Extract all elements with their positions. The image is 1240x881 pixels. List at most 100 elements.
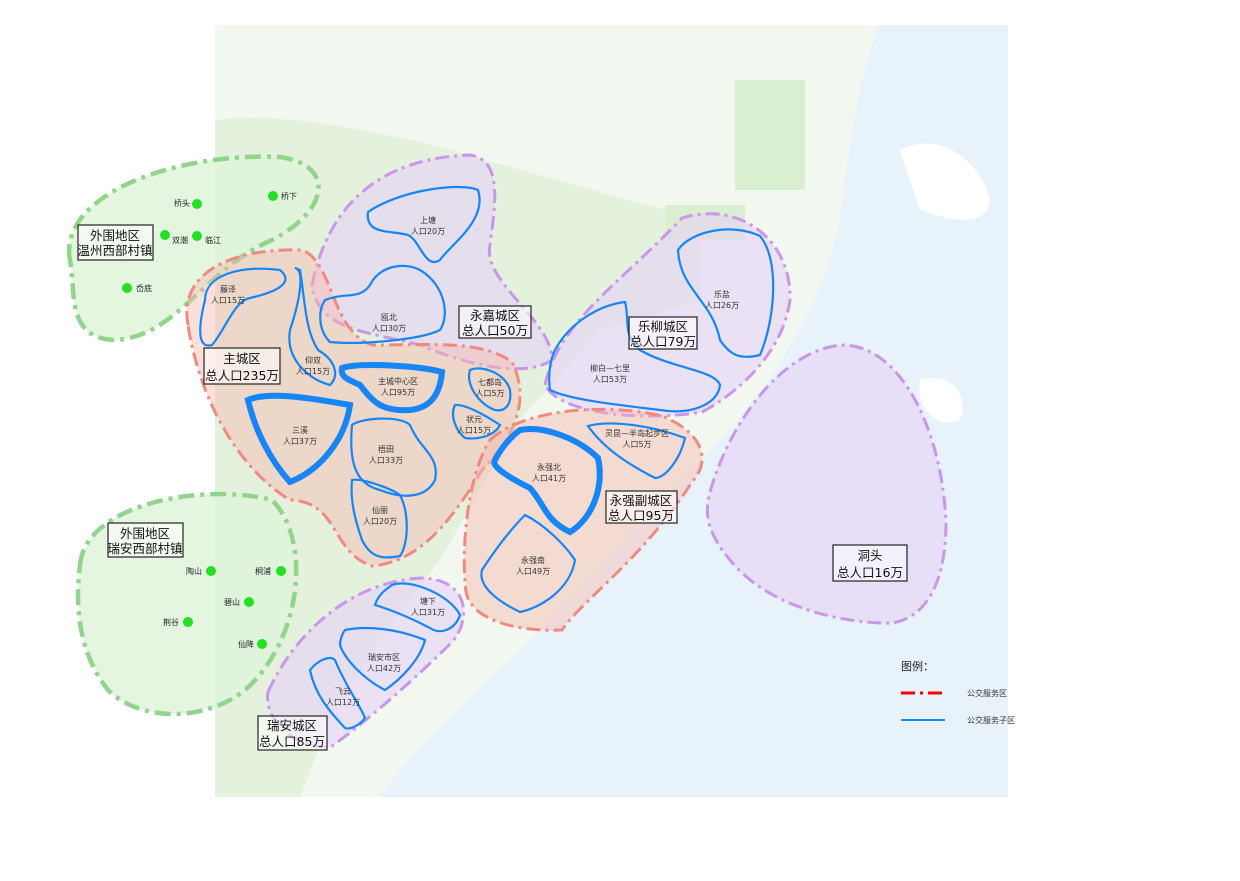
village-label: 桥下 <box>281 191 297 201</box>
village-label: 碧山 <box>224 597 240 607</box>
label-yangshuang: 仰双 <box>305 355 321 365</box>
pop-leyan: 人口26万 <box>705 301 739 310</box>
zone-total: 温州西部村镇 <box>77 243 152 258</box>
zone-label-wenzhou-west: 外围地区 温州西部村镇 <box>77 224 154 261</box>
pop-liubai: 人口53万 <box>593 375 627 384</box>
village-tongpu: 桐浦 <box>255 566 286 576</box>
village-label: 临江 <box>205 235 221 245</box>
pop-ruian-urban: 人口42万 <box>367 664 401 673</box>
subzone-tengze <box>199 267 287 347</box>
label-wutian: 梧田 <box>378 444 394 454</box>
zone-name: 洞头 <box>857 548 882 563</box>
label-tengze: 藤泽 <box>220 284 236 294</box>
label-sanxi: 三溪 <box>292 425 308 435</box>
zone-total: 瑞安西部村镇 <box>107 541 182 556</box>
label-leyan: 乐盐 <box>714 289 730 299</box>
pop-wutian: 人口33万 <box>369 456 403 465</box>
subzone-shangtang <box>366 185 481 264</box>
zone-leliu <box>543 212 792 418</box>
subzone-feiyun <box>308 656 367 730</box>
label-feiyun: 飞云 <box>335 687 351 696</box>
pop-xianli: 人口20万 <box>363 517 397 526</box>
subzone-qiduisland <box>467 367 512 412</box>
subzone-oubei <box>319 264 446 344</box>
village-label: 桐浦 <box>255 566 271 576</box>
label-lingkun: 灵昆—半岛起步区 <box>605 428 669 438</box>
subzone-lingkun <box>586 422 687 480</box>
subzone-yongqiang-north <box>491 426 603 536</box>
subzone-tangxia <box>373 582 462 633</box>
zone-total: 总人口85万 <box>259 734 325 749</box>
pop-main-center: 人口95万 <box>381 388 415 397</box>
zone-name: 永强副城区 <box>610 493 673 508</box>
subzone-zhuangyuan <box>451 403 502 440</box>
village-bishan: 碧山 <box>224 597 254 607</box>
zone-name: 永嘉城区 <box>470 308 520 323</box>
village-taoshan: 陶山 <box>186 566 216 576</box>
zone-total: 总人口235万 <box>205 368 279 383</box>
zone-total: 总人口50万 <box>462 323 528 338</box>
zone-total: 总人口16万 <box>837 565 903 580</box>
zone-label-yongjia: 永嘉城区 总人口50万 <box>458 305 532 339</box>
label-shangtang: 上塘 <box>420 215 436 225</box>
zone-name: 主城区 <box>223 351 261 366</box>
legend: 图例： 公交服务区 公交服务子区 <box>901 659 1015 725</box>
label-oubei: 瓯北 <box>381 313 397 322</box>
zone-name: 外围地区 <box>90 228 140 243</box>
subzone-main-center <box>338 362 446 414</box>
legend-title: 图例： <box>901 659 934 673</box>
pop-qidu: 人口5万 <box>475 389 504 398</box>
pop-oubei: 人口30万 <box>372 324 406 333</box>
label-xianli: 仙丽 <box>372 505 388 515</box>
subzone-xianli <box>350 478 408 559</box>
village-xianjiang: 仙降 <box>238 639 267 649</box>
village-linjiang: 临江 <box>192 231 221 245</box>
subzone-sanxi <box>244 392 354 486</box>
zone-label-leliu: 乐柳城区 总人口79万 <box>628 316 698 350</box>
pop-yangshuang: 人口15万 <box>296 367 330 376</box>
label-tangxia: 塘下 <box>420 596 436 606</box>
legend-service-zone-label: 公交服务区 <box>967 688 1007 698</box>
village-label: 陶山 <box>186 566 202 576</box>
label-zhuangyuan: 状元 <box>466 414 482 424</box>
pop-feiyun: 人口12万 <box>326 698 360 707</box>
zone-name: 乐柳城区 <box>638 319 688 334</box>
pop-shangtang: 人口20万 <box>411 227 445 236</box>
subzone-yangshuang <box>288 266 337 387</box>
village-aodi: 岙底 <box>122 283 152 293</box>
pop-tangxia: 人口31万 <box>411 608 445 617</box>
zone-total: 总人口95万 <box>608 508 674 523</box>
village-label: 桥头 <box>174 198 190 208</box>
pop-yongqiang-north: 人口41万 <box>532 474 566 483</box>
village-jinggu: 荆谷 <box>163 617 193 627</box>
zone-name: 瑞安城区 <box>267 718 317 733</box>
zone-label-ruian-west: 外围地区 瑞安西部村镇 <box>107 522 184 558</box>
village-label: 荆谷 <box>163 617 179 627</box>
zone-labels: 主城区 总人口235万 永嘉城区 总人口50万 乐柳城区 总人口79万 永强副城… <box>77 224 908 751</box>
label-liubai: 柳白—七里 <box>590 363 630 373</box>
villages: 桥头 桥下 双潮 临江 岙底 陶山 桐浦 碧山 荆谷 仙降 <box>122 191 297 649</box>
subzone-labels: 藤泽 人口15万 仰双 人口15万 主城中心区 人口95万 三溪 人口37万 梧… <box>211 215 739 707</box>
label-ruian-urban: 瑞安市区 <box>368 652 400 662</box>
zone-label-dongtou: 洞头 总人口16万 <box>832 544 908 582</box>
zone-name: 外围地区 <box>120 526 170 541</box>
zone-label-ruian: 瑞安城区 总人口85万 <box>257 715 328 751</box>
zone-wenzhou-west <box>66 154 321 343</box>
subzone-liubai-qili <box>548 300 722 413</box>
zone-label-main: 主城区 总人口235万 <box>203 347 281 385</box>
pop-tengze: 人口15万 <box>211 296 245 305</box>
village-qiaoxia: 桥下 <box>268 191 297 201</box>
subzones <box>199 185 775 730</box>
village-shuangchao: 双潮 <box>160 230 188 245</box>
subzone-ruian-urban <box>338 626 427 692</box>
label-main-center: 主城中心区 <box>378 376 418 386</box>
label-qidu: 七都岛 <box>478 377 502 387</box>
zone-label-yongqiang: 永强副城区 总人口95万 <box>605 490 678 524</box>
village-label: 仙降 <box>238 639 254 649</box>
label-yongqiang-south: 永强南 <box>521 555 545 565</box>
subzone-leyan <box>676 228 775 358</box>
pop-zhuangyuan: 人口15万 <box>457 426 491 435</box>
legend-service-subzone-label: 公交服务子区 <box>967 715 1015 725</box>
pop-yongqiang-south: 人口49万 <box>516 567 550 576</box>
